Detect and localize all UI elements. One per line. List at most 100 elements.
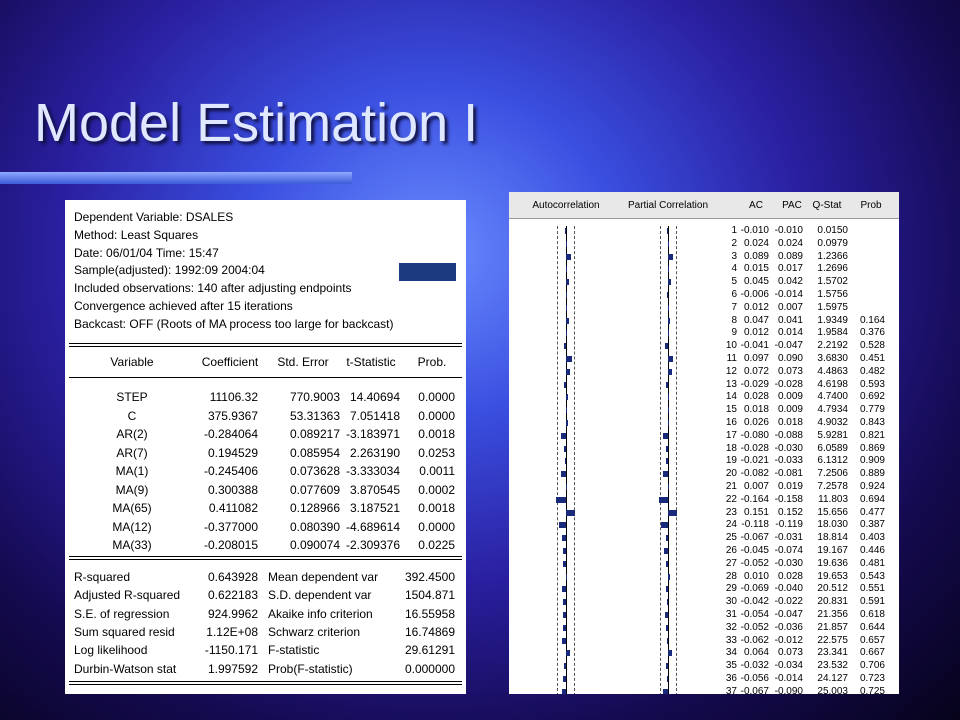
correlation-value: -0.036 xyxy=(774,621,803,633)
correlation-value: 0.152 xyxy=(777,506,803,518)
ac-bar xyxy=(561,432,566,439)
title-underline xyxy=(0,172,352,184)
correlation-value: 0.725 xyxy=(859,685,885,694)
stat-value: 0.643928 xyxy=(207,570,258,584)
correlation-value: 1.2696 xyxy=(817,263,848,275)
stat-value: 0.622183 xyxy=(207,588,258,603)
pac-bar xyxy=(667,292,669,298)
correlation-value: 0.042 xyxy=(777,276,803,288)
stat-label: Prob(F-statistic) xyxy=(268,661,353,676)
ac-bar xyxy=(564,663,566,670)
correlation-value: 4.6198 xyxy=(817,378,848,390)
lag: 11 xyxy=(726,353,737,364)
ac-bar xyxy=(566,330,567,337)
correlation-value: 1.9584 xyxy=(817,327,848,339)
lag: 21 xyxy=(725,481,737,492)
column-header: Autocorrelation xyxy=(532,200,600,211)
correlation-value: 0.026 xyxy=(743,417,769,428)
pac-bar xyxy=(662,432,668,439)
correlation-value: 2.2192 xyxy=(817,340,848,352)
correlation-value: -0.042 xyxy=(740,596,769,608)
correlation-value: -0.010 xyxy=(740,225,769,236)
ac-bar xyxy=(562,612,566,618)
separator xyxy=(69,681,462,682)
lag: 9 xyxy=(731,327,737,339)
correlation-value: -0.041 xyxy=(740,340,769,352)
column-header: Prob xyxy=(860,200,882,211)
lag: 10 xyxy=(725,340,737,352)
table-cell: 2.263190 xyxy=(349,445,400,460)
lag: 33 xyxy=(725,634,737,646)
correlation-value: 0.0150 xyxy=(817,225,848,236)
table-cell: 0.0018 xyxy=(418,427,455,441)
stat-value: 29.61291 xyxy=(404,643,455,658)
table-cell: 14.40694 xyxy=(349,390,400,404)
separator xyxy=(69,343,462,344)
stat-value: 16.55958 xyxy=(404,606,455,621)
correlation-value: -0.088 xyxy=(774,429,803,441)
correlation-value: 0.706 xyxy=(859,660,885,672)
pac-bar xyxy=(668,356,674,362)
correlation-value: 20.831 xyxy=(817,596,848,608)
correlation-value: -0.119 xyxy=(775,519,803,531)
correlation-value: 6.1312 xyxy=(817,455,848,467)
correlation-value: 0.387 xyxy=(859,519,885,531)
pac-bar xyxy=(667,228,669,234)
pac-bar xyxy=(668,509,678,516)
ac-bar xyxy=(566,266,567,273)
ac-bar xyxy=(566,304,567,311)
correlation-value: 0.012 xyxy=(743,327,769,339)
pac-bar xyxy=(666,535,668,542)
pac-bar xyxy=(658,496,668,503)
lag: 17 xyxy=(725,429,737,441)
correlation-value: 5.9281 xyxy=(817,429,848,441)
correlation-value: 0.543 xyxy=(859,570,885,582)
ac-bar xyxy=(562,624,566,631)
correlation-value: -0.022 xyxy=(774,596,803,608)
correlation-value: 0.723 xyxy=(859,673,885,684)
correlation-value: 0.869 xyxy=(859,442,885,454)
correlation-value: -0.056 xyxy=(740,673,769,684)
correlation-value: -0.074 xyxy=(774,545,803,556)
correlation-value: 0.889 xyxy=(859,468,885,480)
lag: 8 xyxy=(731,314,737,326)
correlation-value: 1.9349 xyxy=(817,314,848,326)
correlation-value: 18.814 xyxy=(817,532,848,544)
stat-value: -1150.171 xyxy=(204,643,258,658)
correlation-value: 0.593 xyxy=(859,378,885,390)
correlation-value: -0.069 xyxy=(740,583,769,595)
correlation-value: 0.041 xyxy=(777,314,803,326)
pac-bar xyxy=(668,420,670,426)
lag: 24 xyxy=(725,519,737,531)
pac-bar xyxy=(668,240,670,247)
ac-bar xyxy=(566,573,567,580)
ac-bar xyxy=(566,317,569,324)
ac-bar xyxy=(566,650,570,657)
correlation-value: 0.477 xyxy=(859,506,885,518)
ac-bar xyxy=(563,548,566,554)
correlation-value: -0.021 xyxy=(740,455,769,467)
stat-label: Durbin-Watson stat xyxy=(74,661,177,676)
correlation-value: 0.591 xyxy=(859,596,885,608)
pac-bar xyxy=(668,266,670,273)
correlation-value: 0.151 xyxy=(743,506,769,518)
correlation-value: 0.009 xyxy=(777,404,803,416)
table-cell: -0.377000 xyxy=(203,519,258,534)
lag: 28 xyxy=(725,570,737,582)
lag: 13 xyxy=(725,378,737,390)
correlation-value: 20.512 xyxy=(817,583,848,595)
column-header: Std. Error xyxy=(277,355,329,369)
header-line: Method: Least Squares xyxy=(74,227,199,242)
correlation-value: 0.482 xyxy=(859,365,885,377)
correlation-value: 0.481 xyxy=(859,557,885,569)
table-cell: 0.0018 xyxy=(418,501,455,515)
header-line: Convergence achieved after 15 iterations xyxy=(74,299,293,313)
stat-label: Mean dependent var xyxy=(268,570,379,584)
pac-bar xyxy=(667,637,669,644)
correlation-value: 0.446 xyxy=(859,545,885,556)
ac-bar xyxy=(558,522,566,529)
correlation-value: 19.167 xyxy=(817,545,848,556)
table-cell: 3.187521 xyxy=(349,501,400,515)
correlation-value: 21.356 xyxy=(817,609,848,620)
